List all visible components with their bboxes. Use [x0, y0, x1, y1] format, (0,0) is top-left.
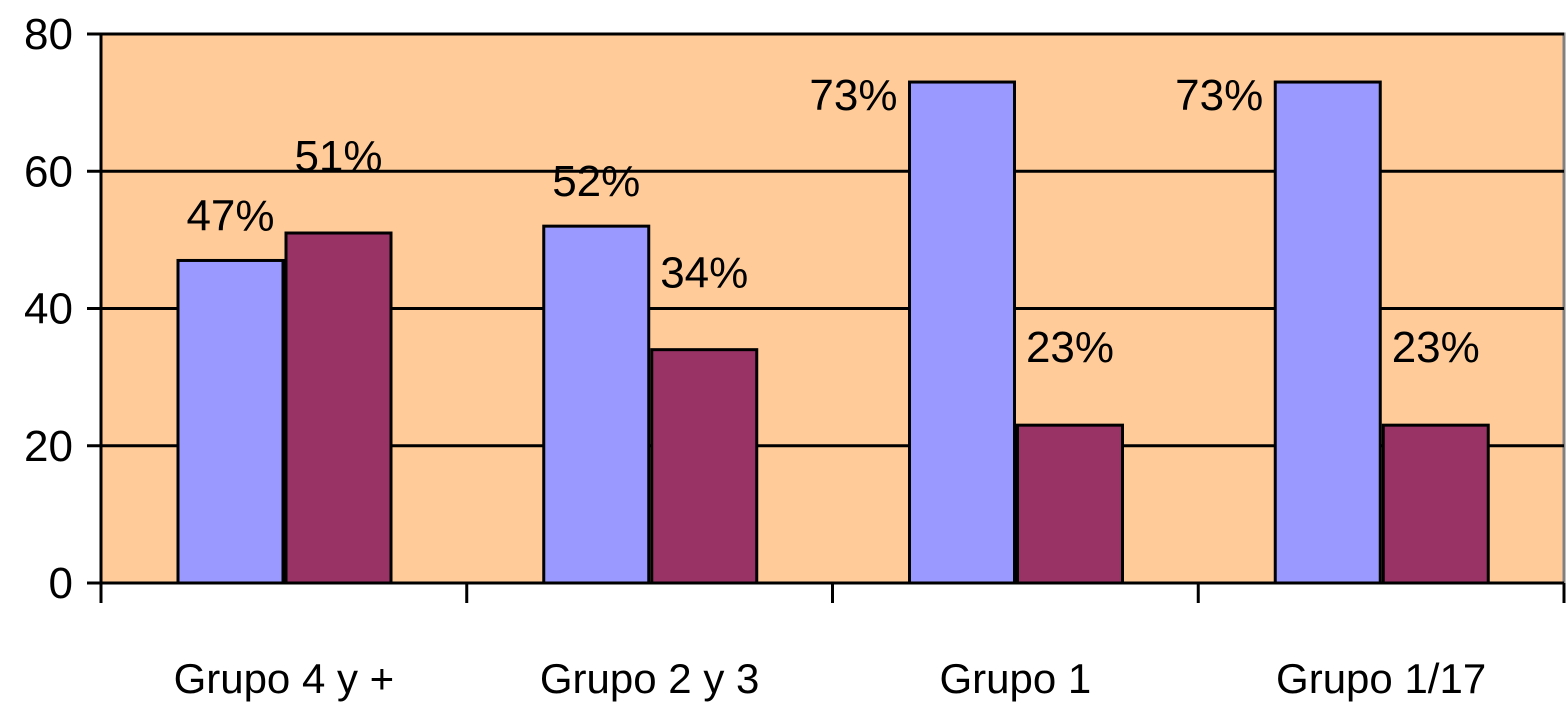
data-label-series2: 23%	[1392, 323, 1480, 372]
bar-series2-0	[284, 231, 393, 585]
bar-series1-0	[176, 258, 285, 585]
data-label-series2: 51%	[294, 132, 382, 181]
x-category-label: Grupo 1/17	[1276, 655, 1486, 702]
bar-series1-1	[542, 224, 651, 585]
data-label-series1: 73%	[809, 71, 897, 120]
bar-series2-2	[1016, 423, 1124, 585]
data-label-series1: 47%	[186, 191, 274, 240]
bar-series1-3	[1273, 80, 1382, 585]
x-category-label: Grupo 4 y +	[174, 655, 395, 702]
bar-series2-1	[650, 348, 759, 585]
data-label-series1: 73%	[1175, 71, 1263, 120]
bar-series2-3	[1381, 423, 1490, 585]
x-category-label: Grupo 1	[939, 655, 1091, 702]
y-tick-label: 60	[24, 147, 73, 196]
y-tick-label: 20	[24, 422, 73, 471]
x-category-label: Grupo 2 y 3	[540, 655, 759, 702]
data-label-series2: 34%	[660, 249, 748, 298]
data-label-series2: 23%	[1026, 323, 1114, 372]
y-tick-label: 80	[24, 10, 73, 59]
data-label-series1: 52%	[552, 157, 640, 206]
bar-series1-2	[908, 80, 1016, 585]
y-tick-label: 0	[49, 559, 73, 608]
y-tick-label: 40	[24, 285, 73, 334]
